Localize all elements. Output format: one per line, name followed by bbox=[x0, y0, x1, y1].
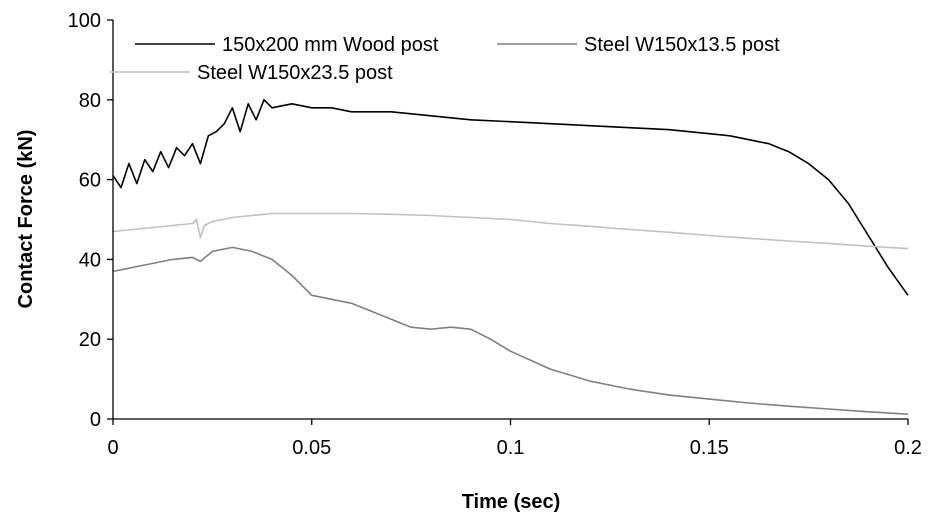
series-line-3 bbox=[112, 212, 909, 250]
y-tick-label: 40 bbox=[79, 249, 101, 271]
x-axis-title: Time (sec) bbox=[462, 491, 561, 513]
legend: 150x200 mm Wood post Steel W150x13.5 post… bbox=[110, 34, 780, 84]
x-tick-label: 0 bbox=[107, 437, 118, 459]
y-tick-label: 60 bbox=[79, 170, 101, 192]
x-tick-label: 0.05 bbox=[292, 437, 331, 459]
y-tick-label: 0 bbox=[90, 409, 101, 431]
y-tick-label: 20 bbox=[79, 329, 101, 351]
plot-lines bbox=[112, 99, 909, 415]
legend-label-1: 150x200 mm Wood post bbox=[222, 34, 439, 56]
x-tick-label: 0.15 bbox=[690, 437, 729, 459]
legend-label-3: Steel W150x23.5 post bbox=[197, 62, 393, 84]
legend-label-2: Steel W150x13.5 post bbox=[584, 34, 780, 56]
ticks: 0 20 40 60 80 100 0 0.05 0.1 0.15 0.2 bbox=[68, 10, 922, 459]
y-tick-label: 80 bbox=[79, 90, 101, 112]
series-line-1 bbox=[112, 99, 909, 296]
y-axis-title: Contact Force (kN) bbox=[15, 130, 37, 309]
x-tick-label: 0.2 bbox=[894, 437, 922, 459]
y-tick-label: 100 bbox=[68, 10, 101, 32]
series-line-2 bbox=[112, 246, 909, 415]
x-tick-label: 0.1 bbox=[497, 437, 525, 459]
